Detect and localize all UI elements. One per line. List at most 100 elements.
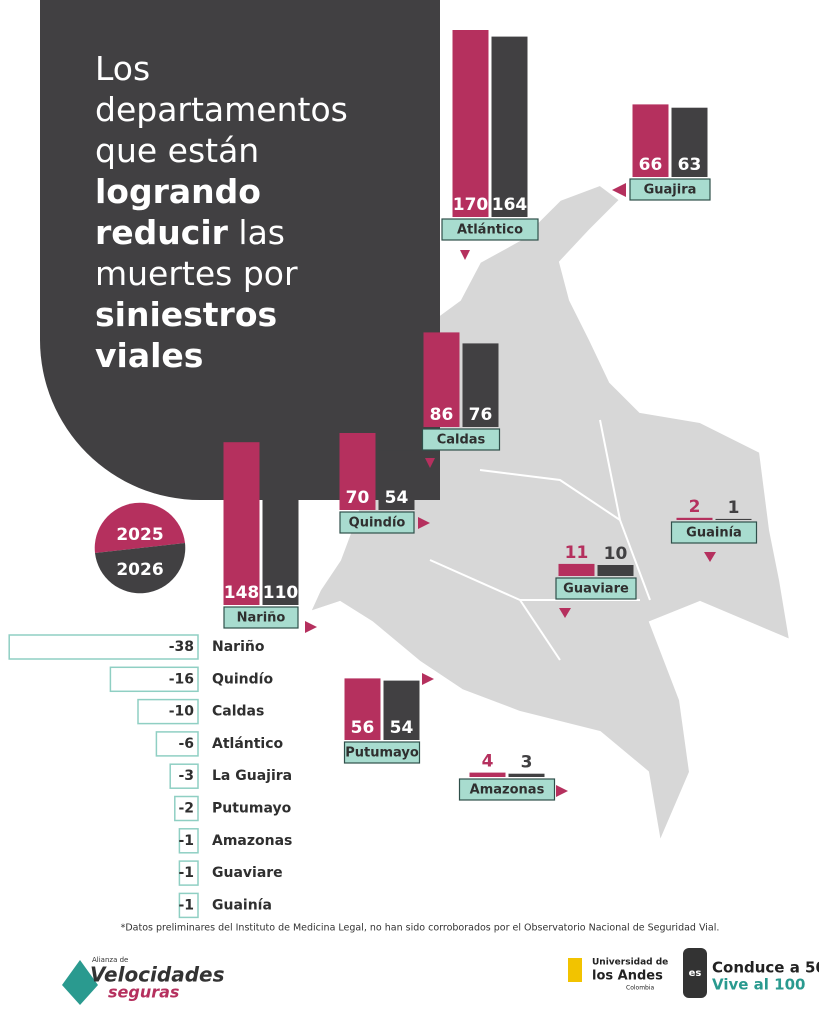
department-label: Nariño [237,611,286,626]
title-line: siniestros [95,295,277,334]
legend-label: 2026 [116,560,163,580]
difference-bar [137,698,199,725]
difference-bar [178,860,199,886]
difference-name: Amazonas [212,833,292,849]
value-label: 170 [453,195,489,215]
footnote: *Datos preliminares del Instituto de Med… [121,923,720,934]
difference-bar [155,731,199,757]
logo-shape [62,960,98,1005]
logo-text: es [689,968,702,979]
bar [452,30,489,217]
bar [558,563,595,576]
difference-value: -6 [178,736,194,752]
difference-value: -2 [178,801,194,817]
difference-value: -1 [178,865,194,881]
bar [491,36,528,217]
difference-bar [169,763,199,789]
department-label: Caldas [437,433,486,448]
logo-text: los Andes [592,969,663,984]
logo-shape [683,948,707,998]
difference-name: Nariño [212,639,265,655]
value-label: 63 [678,155,702,175]
map-borders [429,419,651,661]
difference-name: Atlántico [212,736,284,752]
difference-bar [174,795,199,822]
department-label: Amazonas [470,783,545,798]
difference-name: Putumayo [212,801,292,817]
department-label: Putumayo [345,746,419,761]
title-panel [40,0,440,500]
difference-name: Quindío [212,671,273,687]
value-label: 11 [565,543,589,563]
pointers [305,183,716,797]
logo-text: Velocidades [90,963,225,987]
value-label: 10 [604,544,628,564]
department-label-box [629,178,711,201]
value-label: 54 [385,488,409,508]
difference-value: -1 [178,897,194,913]
logo-text: Vive al 100 [712,976,805,994]
logo-shape [568,958,582,982]
title-line: reducir las [95,213,285,252]
value-label: 1 [728,498,740,518]
difference-bar [178,892,199,919]
department-label-box [421,428,501,451]
value-label: 4 [482,752,494,772]
bar [423,332,460,427]
bar [508,773,545,777]
value-label: 148 [224,583,260,603]
difference-name: La Guajira [212,768,292,784]
bar [262,484,299,605]
department-label-box [555,577,637,600]
bar [339,433,376,510]
bar [676,517,713,520]
value-label: 2 [689,497,701,517]
logo-text: Colombia [626,985,655,992]
value-label: 56 [351,718,375,738]
title-segment: siniestros [95,295,277,334]
value-label: 54 [390,718,414,738]
title-line: logrando [95,172,261,211]
department-label-box [339,511,415,534]
value-label: 66 [639,155,663,175]
department-label-box [670,521,758,544]
difference-bar [109,666,199,693]
legend-top [94,502,185,553]
bar [378,450,415,510]
logo-text: Universidad de [592,958,668,968]
difference-value: -3 [178,768,194,784]
logo-text: Conduce a 50, [712,959,819,977]
department-label: Guajira [644,183,697,198]
title-line: Los [95,49,150,88]
title-segment: viales [95,336,203,375]
logo-text: seguras [108,983,179,1002]
bar [383,680,420,740]
legend-label: 2025 [116,525,163,545]
title-line: departamentos [95,90,348,129]
title-segment: reducir [95,213,229,252]
bar [597,565,634,576]
title-segment: departamentos [95,90,348,129]
bar [462,343,499,427]
bar [671,107,708,177]
legend-bottom [95,543,186,594]
difference-name: Guaviare [212,865,283,881]
title-segment: las [228,213,285,252]
difference-name: Guainía [212,897,272,913]
department-label: Quindío [349,516,406,531]
department-label-box [343,741,421,764]
value-label: 110 [263,583,299,603]
difference-value: -1 [178,833,194,849]
department-label: Atlántico [457,223,523,238]
bar [469,772,506,777]
department-label-box [458,778,556,801]
value-label: 70 [346,488,370,508]
difference-value: -10 [169,704,195,720]
department-label: Guaviare [563,582,629,597]
title-line: viales [95,336,203,375]
value-label: 3 [521,753,533,773]
title-segment: que están [95,131,259,170]
bar [632,104,669,177]
bar [223,442,260,605]
